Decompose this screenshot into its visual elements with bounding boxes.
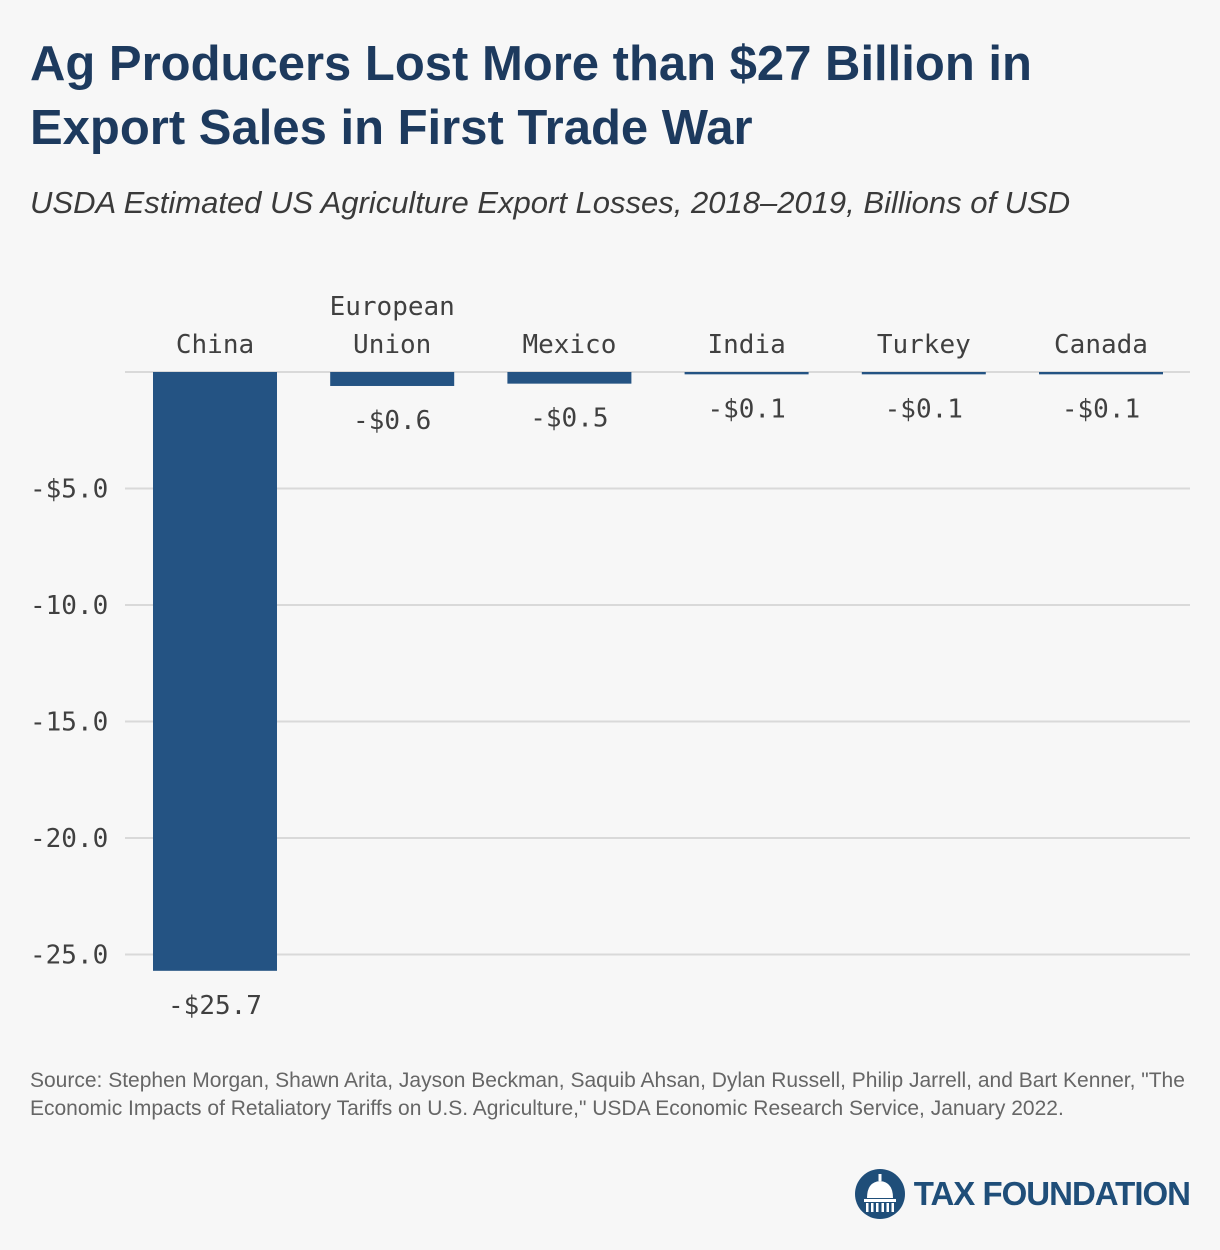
value-label: -$25.7 bbox=[168, 991, 262, 1021]
category-labels: China European Union Mexico India Turkey Canad… bbox=[176, 292, 1148, 360]
source-note: Source: Stephen Morgan, Shawn Arita, Jay… bbox=[30, 1069, 1185, 1120]
value-label: -$0.1 bbox=[885, 394, 963, 424]
y-tick-label: -$5.0 bbox=[30, 475, 108, 505]
category-label: Turkey bbox=[877, 330, 971, 360]
logo-wordmark: TAX FOUNDATION bbox=[913, 1175, 1191, 1212]
category-label: Canada bbox=[1054, 330, 1148, 360]
y-tick-label: -15.0 bbox=[30, 708, 108, 738]
value-labels: -$25.7 -$0.6 -$0.5 -$0.1 -$0.1 -$0.1 bbox=[168, 394, 1140, 1020]
category-label: India bbox=[707, 330, 785, 360]
chart-title: Ag Producers Lost More than $27 Billion … bbox=[30, 37, 1032, 155]
bar-chart: -$5.0 -10.0 -15.0 -20.0 -25.0 China European U… bbox=[30, 292, 1190, 1021]
category-label: China bbox=[176, 330, 254, 360]
value-label: -$0.1 bbox=[707, 394, 785, 424]
category-label: Mexico bbox=[522, 330, 616, 360]
tax-foundation-logo: TAX FOUNDATION bbox=[854, 1168, 1191, 1220]
value-label: -$0.5 bbox=[530, 404, 608, 434]
category-label: Union bbox=[353, 330, 431, 360]
y-axis-ticks: -$5.0 -10.0 -15.0 -20.0 -25.0 bbox=[30, 475, 108, 971]
bar bbox=[330, 372, 455, 386]
chart-subtitle: USDA Estimated US Agriculture Export Los… bbox=[30, 185, 1071, 220]
bar bbox=[684, 372, 809, 375]
value-label: -$0.1 bbox=[1062, 394, 1140, 424]
bar bbox=[861, 372, 986, 375]
y-tick-label: -25.0 bbox=[30, 941, 108, 971]
y-tick-label: -10.0 bbox=[30, 591, 108, 621]
bar bbox=[507, 372, 632, 384]
y-tick-label: -20.0 bbox=[30, 824, 108, 854]
capitol-dome-icon bbox=[854, 1169, 905, 1219]
bars bbox=[153, 372, 1163, 971]
bar bbox=[153, 372, 277, 971]
value-label: -$0.6 bbox=[353, 406, 431, 436]
category-label: European bbox=[330, 292, 455, 322]
gridlines bbox=[125, 371, 1190, 956]
bar bbox=[1039, 372, 1163, 375]
